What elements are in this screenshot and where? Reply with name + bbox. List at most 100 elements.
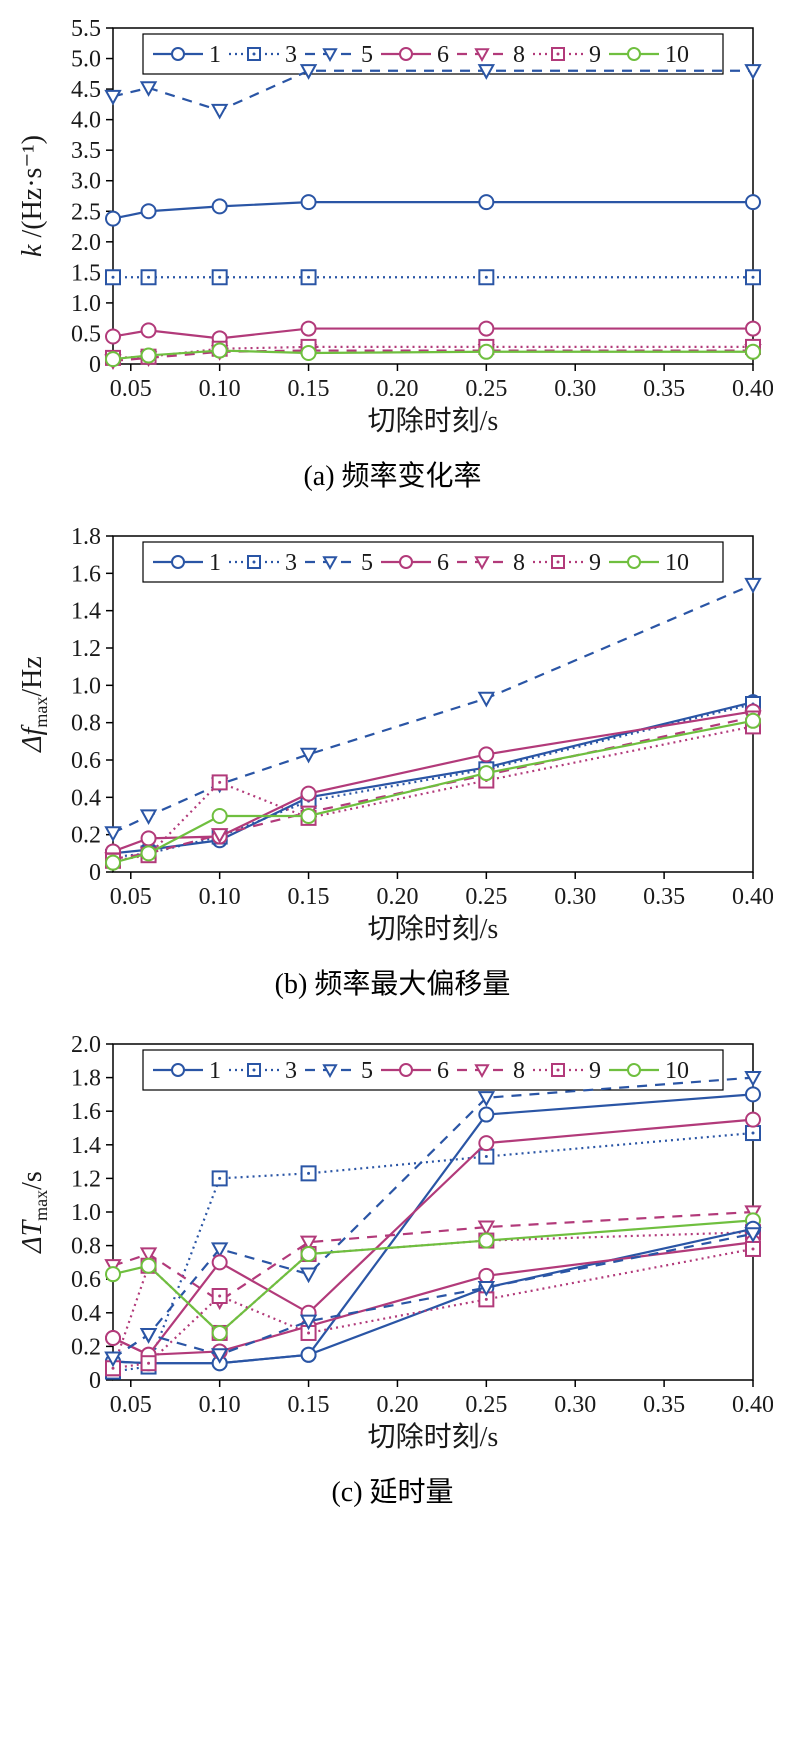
legend-label-6: 6	[437, 550, 449, 576]
legend-label-9: 9	[589, 42, 601, 68]
legend-label-10: 10	[665, 1058, 689, 1084]
ytick-label: 0.5	[71, 321, 101, 347]
chart-panel-c: 0.050.100.150.200.250.300.350.4000.20.40…	[13, 1026, 773, 1466]
ytick-label: 0.4	[71, 1301, 101, 1327]
ytick-label: 1.5	[71, 260, 101, 286]
legend-label-1: 1	[209, 1058, 221, 1084]
legend-label-1: 1	[209, 550, 221, 576]
legend-label-6: 6	[437, 42, 449, 68]
legend-label-5: 5	[361, 42, 373, 68]
ytick-label: 1.0	[71, 673, 101, 699]
xtick-label: 0.10	[198, 884, 240, 910]
ytick-label: 0.8	[71, 711, 101, 737]
y-axis-label: ΔTmax/s	[17, 1171, 51, 1254]
panel-subcaption-b: (b) 频率最大偏移量	[275, 962, 511, 1002]
chart-svg-a: 0.050.100.150.200.250.300.350.4000.51.01…	[13, 10, 773, 450]
series-line-6b	[113, 1242, 753, 1355]
legend-label-8: 8	[513, 1058, 525, 1084]
series-line-1	[113, 202, 753, 218]
legend-label-3: 3	[285, 42, 297, 68]
legend-label-1: 1	[209, 42, 221, 68]
chart-svg-b: 0.050.100.150.200.250.300.350.4000.20.40…	[13, 518, 773, 958]
ytick-label: 2.5	[71, 199, 101, 225]
ytick-label: 0	[89, 352, 101, 378]
series-line-6	[113, 711, 753, 851]
ytick-label: 1.6	[71, 1099, 101, 1125]
x-axis-label: 切除时刻/s	[367, 913, 498, 945]
legend-label-5: 5	[361, 550, 373, 576]
ytick-label: 0	[89, 860, 101, 886]
ytick-label: 1.6	[71, 561, 101, 587]
xtick-label: 0.05	[109, 884, 151, 910]
legend-label-9: 9	[589, 550, 601, 576]
ytick-label: 4.5	[71, 77, 101, 103]
xtick-label: 0.20	[376, 376, 418, 402]
x-axis-label: 切除时刻/s	[367, 405, 498, 437]
legend-label-10: 10	[665, 42, 689, 68]
ytick-label: 4.0	[71, 108, 101, 134]
plot-border	[113, 1044, 753, 1380]
xtick-label: 0.15	[287, 376, 329, 402]
ytick-label: 1.0	[71, 1200, 101, 1226]
xtick-label: 0.40	[732, 1392, 773, 1418]
ytick-label: 0.6	[71, 748, 101, 774]
series-line-6	[113, 329, 753, 339]
xtick-label: 0.20	[376, 1392, 418, 1418]
xtick-label: 0.35	[643, 1392, 685, 1418]
xtick-label: 0.25	[465, 376, 507, 402]
xtick-label: 0.05	[109, 1392, 151, 1418]
ytick-label: 1.0	[71, 291, 101, 317]
legend-label-9: 9	[589, 1058, 601, 1084]
y-axis-label: Δfmax/Hz	[17, 656, 51, 753]
ytick-label: 1.4	[71, 599, 101, 625]
ytick-label: 0.8	[71, 1234, 101, 1260]
ytick-label: 2.0	[71, 1032, 101, 1058]
ytick-label: 0	[89, 1368, 101, 1394]
xtick-label: 0.35	[643, 376, 685, 402]
ytick-label: 5.0	[71, 47, 101, 73]
ytick-label: 3.5	[71, 138, 101, 164]
legend-label-10: 10	[665, 550, 689, 576]
xtick-label: 0.15	[287, 1392, 329, 1418]
ytick-label: 0.4	[71, 785, 101, 811]
legend-label-6: 6	[437, 1058, 449, 1084]
legend-label-5: 5	[361, 1058, 373, 1084]
xtick-label: 0.25	[465, 884, 507, 910]
ytick-label: 5.5	[71, 16, 101, 42]
chart-svg-c: 0.050.100.150.200.250.300.350.4000.20.40…	[13, 1026, 773, 1466]
xtick-label: 0.15	[287, 884, 329, 910]
ytick-label: 1.4	[71, 1133, 101, 1159]
chart-panel-b: 0.050.100.150.200.250.300.350.4000.20.40…	[13, 518, 773, 958]
ytick-label: 1.2	[71, 636, 101, 662]
panel-subcaption-c: (c) 延时量	[331, 1470, 453, 1510]
xtick-label: 0.10	[198, 1392, 240, 1418]
ytick-label: 3.0	[71, 169, 101, 195]
series-line-10	[113, 351, 753, 360]
xtick-label: 0.35	[643, 884, 685, 910]
xtick-label: 0.30	[554, 1392, 596, 1418]
ytick-label: 1.8	[71, 1066, 101, 1092]
xtick-label: 0.10	[198, 376, 240, 402]
chart-panel-a: 0.050.100.150.200.250.300.350.4000.51.01…	[13, 10, 773, 450]
xtick-label: 0.40	[732, 884, 773, 910]
series-line-8	[113, 717, 753, 859]
xtick-label: 0.05	[109, 376, 151, 402]
series-line-5	[113, 585, 753, 833]
figure-container: 0.050.100.150.200.250.300.350.4000.51.01…	[0, 0, 785, 1524]
series-line-5b	[113, 1234, 753, 1358]
legend-label-8: 8	[513, 550, 525, 576]
ytick-label: 1.2	[71, 1166, 101, 1192]
xtick-label: 0.25	[465, 1392, 507, 1418]
ytick-label: 2.0	[71, 230, 101, 256]
panel-subcaption-a: (a) 频率变化率	[303, 454, 481, 494]
legend-label-3: 3	[285, 550, 297, 576]
legend-label-8: 8	[513, 42, 525, 68]
ytick-label: 0.2	[71, 823, 101, 849]
ytick-label: 0.6	[71, 1267, 101, 1293]
plot-border	[113, 28, 753, 364]
series-line-6	[113, 1120, 753, 1355]
series-line-1	[113, 702, 753, 853]
xtick-label: 0.40	[732, 376, 773, 402]
legend-label-3: 3	[285, 1058, 297, 1084]
xtick-label: 0.30	[554, 884, 596, 910]
